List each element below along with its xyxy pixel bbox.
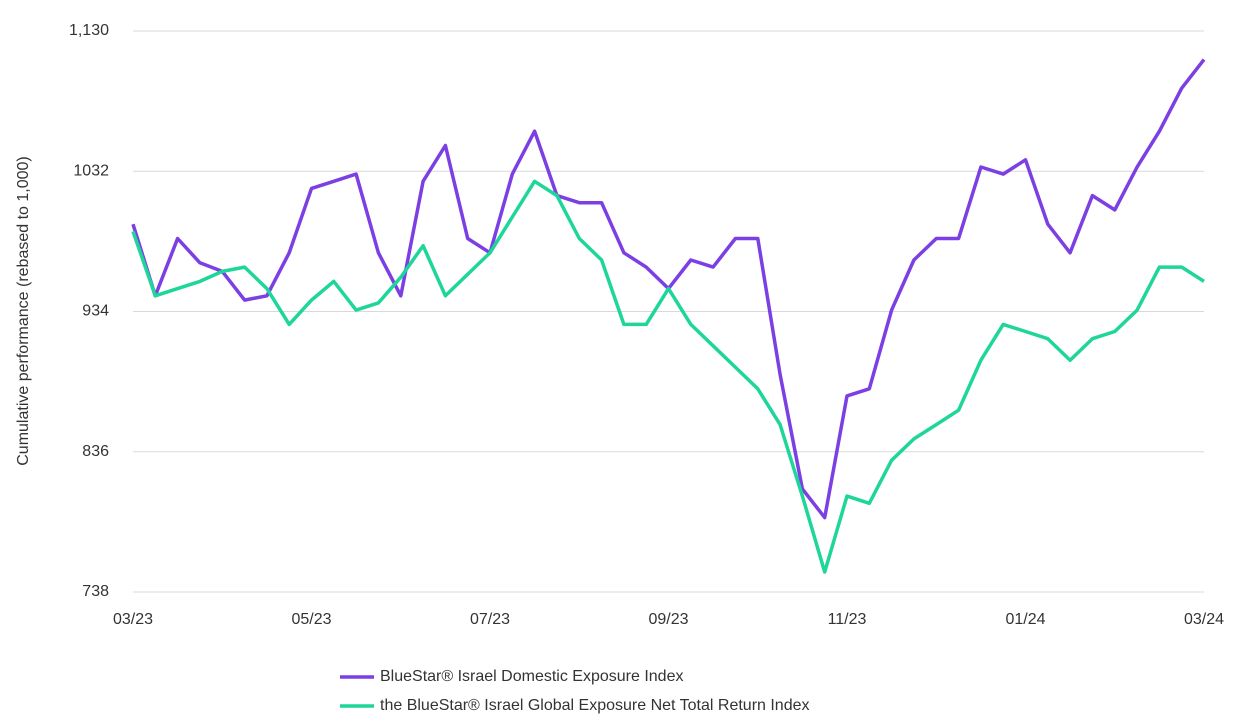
series-line	[131, 179, 1205, 574]
y-tick-label: 1032	[73, 162, 109, 179]
legend-label: the BlueStar® Israel Global Exposure Net…	[380, 697, 810, 714]
y-axis-label: Cumulative performance (rebased to 1,000…	[15, 156, 32, 466]
x-tick-label: 03/23	[113, 611, 153, 628]
x-tick-label: 05/23	[291, 611, 331, 628]
y-tick-label: 836	[82, 443, 109, 460]
y-tick-label: 1,130	[69, 22, 109, 39]
x-tick-label: 07/23	[470, 611, 510, 628]
x-tick-label: 03/24	[1184, 611, 1224, 628]
legend-label: BlueStar® Israel Domestic Exposure Index	[380, 668, 683, 685]
x-tick-label: 11/23	[828, 611, 867, 628]
x-tick-label: 09/23	[648, 611, 688, 628]
y-tick-label: 738	[82, 583, 109, 600]
y-tick-label: 934	[82, 303, 109, 320]
x-tick-label: 01/24	[1005, 611, 1045, 628]
